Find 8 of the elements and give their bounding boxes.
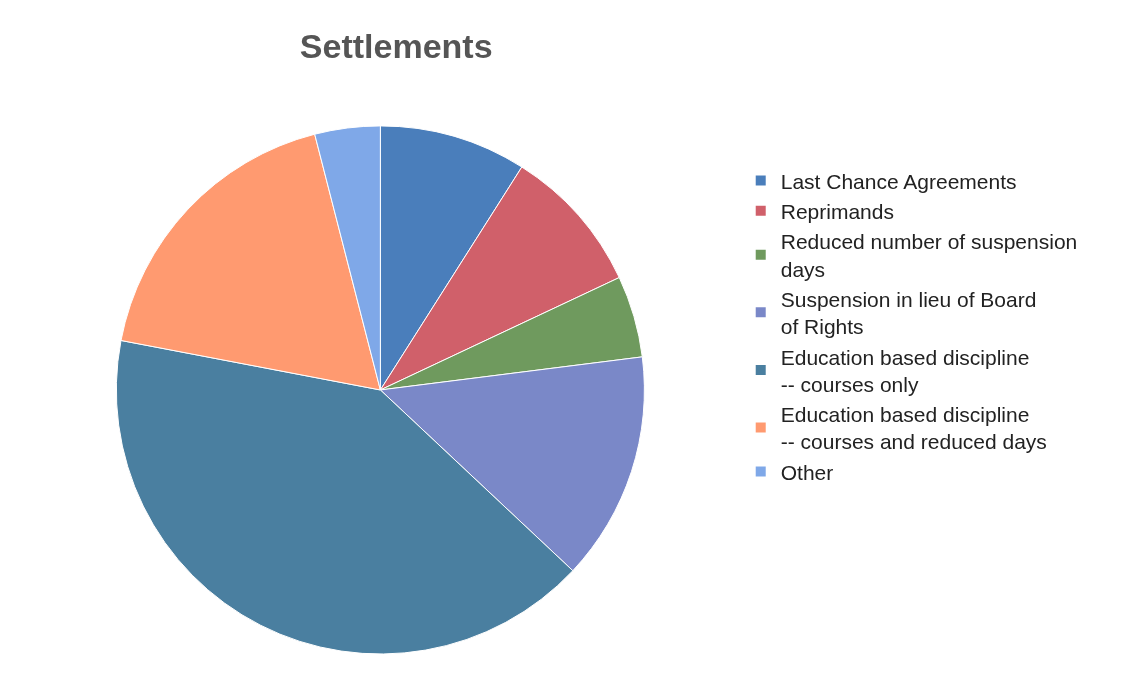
legend-label: Education based discipline -- courses only — [780, 345, 1030, 396]
legend-label: Reprimands — [780, 200, 894, 223]
legend-label: Education based discipline -- courses and reduced days — [780, 403, 1047, 454]
legend-label: Other — [780, 460, 834, 484]
legend-label: Last Chance Agreements — [780, 169, 1017, 193]
legend-label: Reduced number of suspension days — [780, 230, 1078, 281]
chart-title: Settlements — [299, 26, 493, 65]
legend-label: Suspension in lieu of Board of Rights — [780, 287, 1037, 339]
